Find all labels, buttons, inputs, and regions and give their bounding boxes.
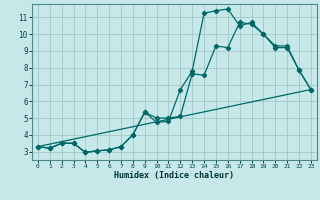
- X-axis label: Humidex (Indice chaleur): Humidex (Indice chaleur): [115, 171, 234, 180]
